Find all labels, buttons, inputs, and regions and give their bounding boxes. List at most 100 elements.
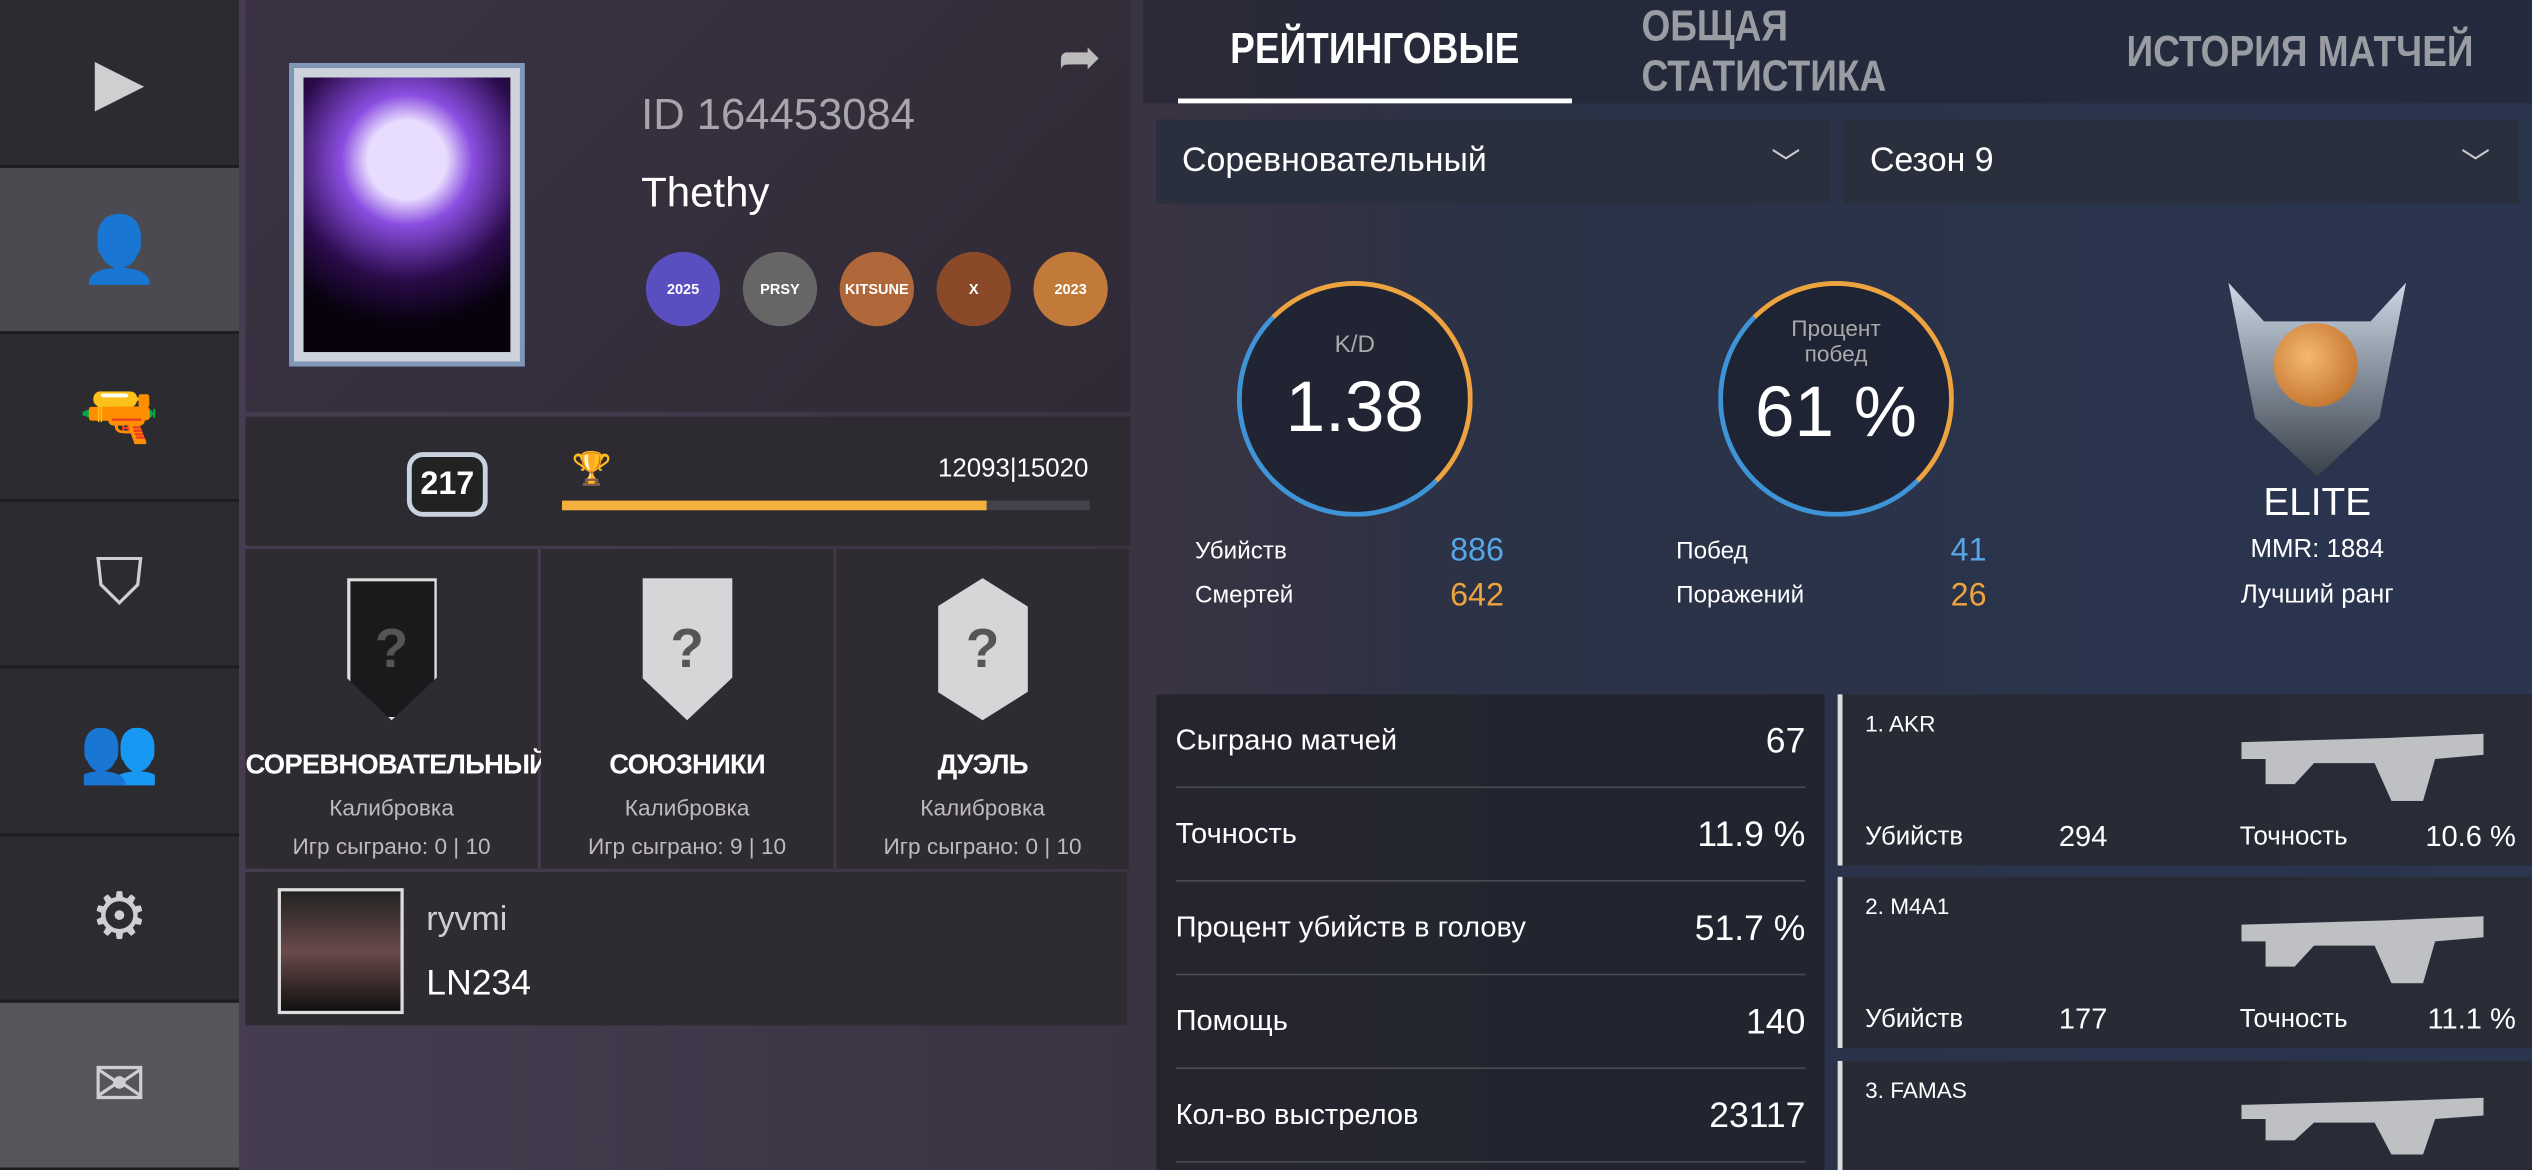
stat-value: 11.9 % (1697, 813, 1806, 854)
kills-value: 886 (1450, 532, 1504, 569)
stat-value: 67 (1765, 719, 1806, 760)
weapon-card[interactable]: 2. M4A1 Убийств 177 Точность 11.1 % (1837, 876, 2532, 1049)
play-icon: ▶ (94, 46, 145, 118)
nav-settings[interactable]: ⚙ (0, 836, 239, 1003)
rifle-icon (2241, 916, 2484, 984)
wins-label: Побед (1676, 537, 1748, 566)
gear-icon: ⚙ (90, 882, 149, 954)
xp-text: 12093|15020 (937, 455, 1089, 483)
rank-status: Калибровка (920, 794, 1045, 821)
nav-profile[interactable]: 👤 (0, 167, 239, 335)
badge[interactable]: KITSUNE (839, 251, 914, 327)
rifle-icon (2241, 1097, 2484, 1155)
losses-value: 26 (1950, 578, 1987, 614)
stat-row: Кол-во выстрелов 23117 (1175, 1069, 1806, 1163)
rank-card-competitive[interactable]: ? СОРЕВНОВАТЕЛЬНЫЙ Калибровка Игр сыгран… (245, 549, 549, 869)
rank-status: Калибровка (329, 794, 454, 821)
nav-play[interactable]: ▶ (0, 0, 239, 168)
rifle-icon (2241, 733, 2484, 801)
stat-row: Точность 11.9 % (1175, 788, 1806, 882)
profile-icon: 👤 (79, 214, 160, 286)
nav-weapons[interactable]: 🔫 (0, 334, 239, 502)
winrate-label: Процент побед (1791, 314, 1881, 367)
weapon-accuracy-label: Точность (2239, 823, 2348, 851)
badge-list: 2025 PRSY KITSUNE X 2023 (645, 251, 1108, 327)
clan-name: ryvmi (426, 901, 508, 939)
winrate-ring: Процент побед 61 % (1718, 280, 1954, 517)
shield-icon: ⛉ (95, 547, 144, 619)
rank-card-allies[interactable]: ? СОЮЗНИКИ Калибровка Игр сыграно: 9 | 1… (540, 549, 834, 869)
mode-value: Соревновательный (1182, 142, 1487, 180)
nav-clan[interactable]: ⛉ (0, 501, 239, 669)
kd-ring: K/D 1.38 (1236, 280, 1473, 517)
nav-friends[interactable]: 👥 (0, 669, 239, 836)
stat-value: 23117 (1709, 1094, 1806, 1135)
rank-title: СОЮЗНИКИ (609, 749, 765, 780)
rank-title: СОРЕВНОВАТЕЛЬНЫЙ (245, 749, 549, 780)
stat-row: Процент убийств в голову 51.7 % (1175, 882, 1806, 976)
weapon-card[interactable]: 1. AKR Убийств 294 Точность 10.6 % (1837, 694, 2532, 866)
level-badge: 217 (406, 452, 488, 517)
stat-label: Процент убийств в голову (1175, 910, 1526, 944)
weapon-kills: 177 (2058, 1002, 2108, 1036)
badge[interactable]: PRSY (742, 251, 818, 327)
rank-title: ДУЭЛЬ (937, 749, 1029, 780)
stat-row: Сыграно матчей 67 (1175, 694, 1806, 789)
pistol-icon: 🔫 (79, 381, 160, 453)
kills-label: Убийств (1194, 537, 1287, 566)
avatar[interactable] (293, 67, 520, 362)
season-select[interactable]: Сезон 9 ﹀ (1844, 119, 2520, 204)
xp-progress-fill (561, 500, 988, 511)
nav-mail[interactable]: ✉ (0, 1002, 239, 1170)
badge[interactable]: 2023 (1033, 251, 1108, 327)
rank-status: Калибровка (624, 794, 750, 821)
chevron-down-icon: ﹀ (2460, 146, 2491, 180)
mode-select[interactable]: Соревновательный ﹀ (1156, 119, 1830, 204)
badge[interactable]: X (936, 251, 1011, 327)
weapon-kills-label: Убийств (1865, 823, 1964, 851)
badge[interactable]: 2025 (645, 251, 721, 327)
unranked-icon: ? (937, 578, 1028, 721)
losses-label: Поражений (1676, 581, 1805, 609)
rank-card-duel[interactable]: ? ДУЭЛЬ Калибровка Игр сыграно: 0 | 10 (836, 549, 1129, 869)
unranked-icon: ? (346, 578, 437, 721)
chevron-down-icon: ﹀ (1771, 146, 1801, 180)
deaths-value: 642 (1450, 578, 1504, 614)
profile-card: ID 164453084 Thethy 2025 PRSY KITSUNE X … (245, 0, 1131, 412)
stat-row: Помощь 140 (1175, 975, 1806, 1069)
stats-list: Сыграно матчей 67 Точность 11.9 % Процент уб… (1156, 694, 1825, 1170)
mail-icon: ✉ (92, 1049, 147, 1121)
weapon-name: 2. M4A1 (1865, 892, 1950, 919)
xp-progress (561, 500, 1090, 511)
tab-general-stats[interactable]: ОБЩАЯ СТАТИСТИКА (1640, 1, 1886, 101)
deaths-label: Смертей (1194, 581, 1294, 609)
rank-name: ELITE (2263, 481, 2372, 525)
sidebar: ▶ 👤 🔫 ⛉ 👥 ⚙ ✉ (0, 0, 239, 1170)
stat-label: Помощь (1175, 1004, 1288, 1037)
stat-value: 51.7 % (1694, 906, 1806, 948)
weapon-accuracy-label: Точность (2239, 1006, 2348, 1034)
rank-games: Игр сыграно: 0 | 10 (883, 833, 1082, 860)
weapon-kills-label: Убийств (1865, 1006, 1964, 1034)
clan-row[interactable]: ryvmi LN234 (245, 871, 1128, 1026)
wins-value: 41 (1950, 532, 1987, 569)
rank-games: Игр сыграно: 9 | 10 (588, 833, 787, 860)
rank-games: Игр сыграно: 0 | 10 (292, 833, 491, 860)
mmr-value: MMR: 1884 (2250, 536, 2384, 564)
winrate-value: 61 % (1755, 373, 1917, 453)
weapon-card[interactable]: 3. FAMAS (1837, 1060, 2532, 1170)
clan-tag: LN234 (426, 962, 532, 1003)
level-bar: 217 🏆 12093|15020 (245, 416, 1131, 546)
best-rank-label: Лучший ранг (2240, 581, 2394, 609)
share-icon[interactable]: ➦ (1057, 27, 1102, 86)
friends-icon: 👥 (79, 715, 160, 787)
player-id: ID 164453084 (641, 90, 916, 139)
tab-match-history[interactable]: ИСТОРИЯ МАТЧЕЙ (2126, 26, 2475, 76)
kd-value: 1.38 (1285, 368, 1424, 448)
weapon-kills: 294 (2058, 820, 2108, 853)
tab-ranked[interactable]: РЕЙТИНГОВЫЕ (1177, 0, 1572, 104)
weapon-name: 1. AKR (1865, 710, 1936, 737)
stat-label: Сыграно матчей (1175, 723, 1398, 756)
season-value: Сезон 9 (1869, 142, 1994, 180)
